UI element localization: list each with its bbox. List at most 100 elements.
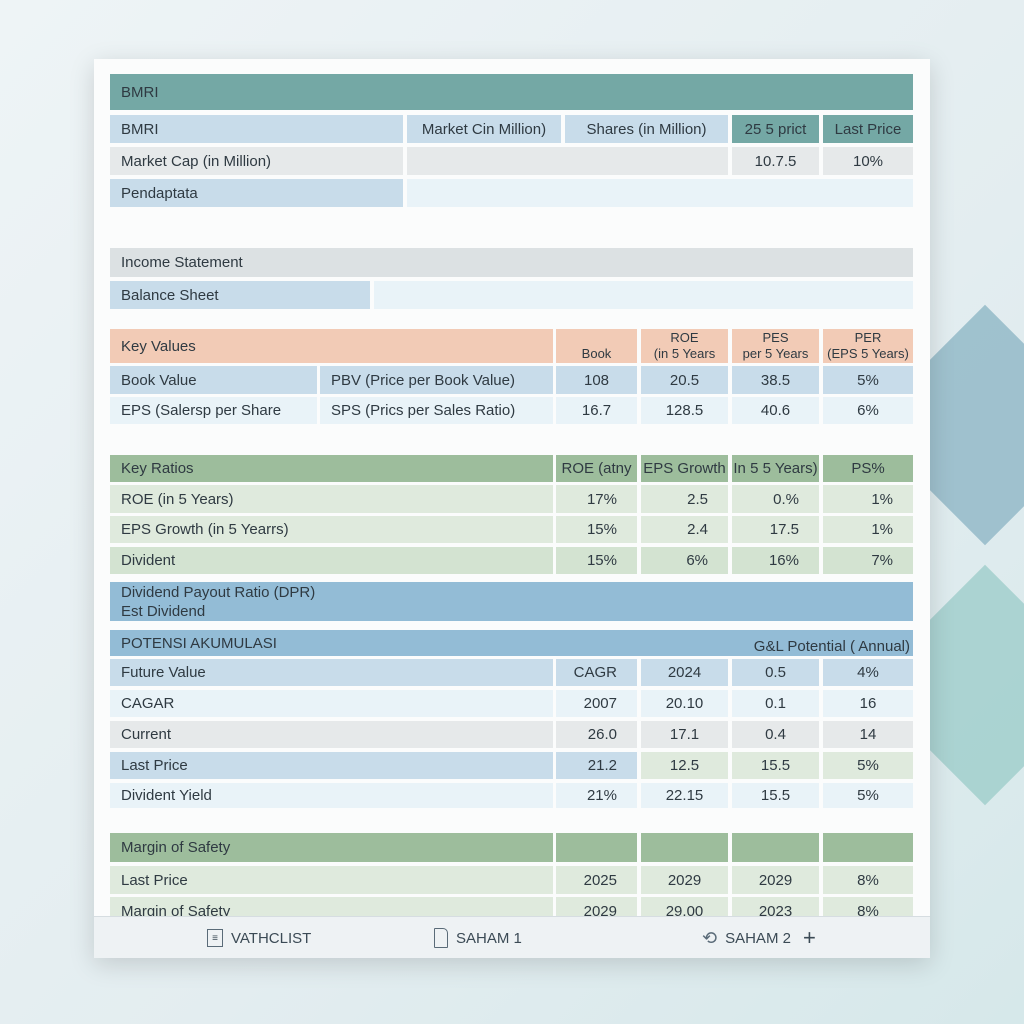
table-cell[interactable]: 5% xyxy=(823,752,913,779)
row-label[interactable]: Divident xyxy=(110,547,553,574)
table-cell[interactable]: 2.4 xyxy=(641,516,728,543)
table-cell[interactable]: 7% xyxy=(823,547,913,574)
table-cell[interactable]: 15.5 xyxy=(732,783,819,808)
dividend-label: Dividend Payout Ratio (DPR) xyxy=(121,583,316,601)
table-cell[interactable]: 15% xyxy=(556,547,637,574)
table-cell[interactable]: 20.10 xyxy=(641,690,728,717)
table-cell[interactable]: 16% xyxy=(732,547,819,574)
row-label[interactable]: Market Cap (in Million) xyxy=(110,147,403,175)
dividend-label: Est Dividend xyxy=(121,602,206,620)
table-cell[interactable]: 2007 xyxy=(556,690,637,717)
table-cell[interactable]: 2024 xyxy=(641,659,728,686)
row-label[interactable]: ROE (in 5 Years) xyxy=(110,485,553,513)
tab-label: VATHCLIST xyxy=(231,929,312,947)
table-cell[interactable]: 17.5 xyxy=(732,516,819,543)
table-cell[interactable]: 0.1 xyxy=(732,690,819,717)
section-header: BMRI xyxy=(110,74,913,110)
table-cell[interactable]: 2029 xyxy=(641,866,728,894)
table-cell[interactable]: 108 xyxy=(556,366,637,394)
dividend-header[interactable]: Dividend Payout Ratio (DPR) Est Dividend xyxy=(110,582,913,621)
tab-saham-2[interactable]: ⟲ SAHAM 2 + xyxy=(702,925,816,951)
table-cell[interactable]: 17% xyxy=(556,485,637,513)
section-header: Key Values xyxy=(110,329,553,363)
table-cell[interactable] xyxy=(407,179,913,207)
table-cell[interactable]: 0.5 xyxy=(732,659,819,686)
table-cell[interactable]: 16.7 xyxy=(556,397,637,424)
table-cell[interactable]: 128.5 xyxy=(641,397,728,424)
income-statement-row[interactable]: Income Statement xyxy=(110,248,913,277)
column-header xyxy=(732,833,819,862)
table-cell[interactable]: 0.4 xyxy=(732,721,819,748)
row-label[interactable]: Future Value xyxy=(110,659,553,686)
row-label[interactable]: PBV (Price per Book Value) xyxy=(320,366,553,394)
table-cell[interactable]: Shares (in Million) xyxy=(565,115,728,143)
table-cell[interactable]: 15.5 xyxy=(732,752,819,779)
table-cell[interactable]: 14 xyxy=(823,721,913,748)
table-cell[interactable]: 40.6 xyxy=(732,397,819,424)
column-header: ROE (atny xyxy=(556,455,637,482)
tab-watchlist[interactable]: ≡ VATHCLIST xyxy=(207,929,311,947)
column-header: EPS Growth xyxy=(641,455,728,482)
table-cell[interactable]: 26.0 xyxy=(556,721,637,748)
table-cell[interactable]: 38.5 xyxy=(732,366,819,394)
row-label[interactable]: Last Price xyxy=(110,866,553,894)
header-line: PES xyxy=(762,330,789,345)
table-cell[interactable] xyxy=(407,147,728,175)
column-header: In 5 5 Years) xyxy=(732,455,819,482)
stock-sheet: BMRI BMRI Market Cin Million) Shares (in Mi… xyxy=(94,59,930,958)
refresh-document-icon: ⟲ xyxy=(702,927,718,948)
table-cell[interactable]: 8% xyxy=(823,866,913,894)
row-label[interactable]: EPS Growth (in 5 Yearrs) xyxy=(110,516,553,543)
column-header xyxy=(641,833,728,862)
table-cell[interactable]: 20.5 xyxy=(641,366,728,394)
table-cell[interactable]: 2029 xyxy=(732,866,819,894)
table-cell[interactable]: 1% xyxy=(823,485,913,513)
table-cell[interactable]: 10% xyxy=(823,147,913,175)
header-line: Book xyxy=(581,346,612,361)
table-cell[interactable]: Market Cin Million) xyxy=(407,115,561,143)
row-label[interactable]: Pendaptata xyxy=(110,179,403,207)
table-cell[interactable]: 12.5 xyxy=(641,752,728,779)
row-label[interactable]: EPS (Salersp per Share xyxy=(110,397,317,424)
table-cell[interactable]: 21% xyxy=(556,783,637,808)
tab-label: SAHAM 1 xyxy=(456,929,522,947)
row-label[interactable]: Last Price xyxy=(110,752,553,779)
table-cell[interactable]: 4% xyxy=(823,659,913,686)
row-label[interactable]: SPS (Prics per Sales Ratio) xyxy=(320,397,553,424)
table-cell[interactable] xyxy=(374,281,913,309)
row-label[interactable]: Book Value xyxy=(110,366,317,394)
row-label[interactable]: Current xyxy=(110,721,553,748)
table-cell[interactable]: 5% xyxy=(823,783,913,808)
table-cell[interactable]: Last Price xyxy=(823,115,913,143)
table-cell[interactable]: 6% xyxy=(641,547,728,574)
table-cell[interactable]: 2.5 xyxy=(641,485,728,513)
document-icon xyxy=(434,928,448,948)
table-cell[interactable]: BMRI xyxy=(110,115,403,143)
column-header: PES per 5 Years xyxy=(732,329,819,363)
tab-saham-1[interactable]: SAHAM 1 xyxy=(434,928,522,948)
balance-sheet-row[interactable]: Balance Sheet xyxy=(110,281,370,309)
table-cell[interactable]: CAGR xyxy=(556,659,637,686)
table-cell[interactable]: 6% xyxy=(823,397,913,424)
table-cell[interactable]: 5% xyxy=(823,366,913,394)
table-cell[interactable]: 21.2 xyxy=(556,752,637,779)
add-tab-button[interactable]: + xyxy=(802,925,816,950)
row-label[interactable]: CAGAR xyxy=(110,690,553,717)
table-cell[interactable]: 15% xyxy=(556,516,637,543)
row-label[interactable]: Divident Yield xyxy=(110,783,553,808)
table-cell[interactable]: 0.% xyxy=(732,485,819,513)
table-cell[interactable]: 1% xyxy=(823,516,913,543)
tab-label: SAHAM 2 xyxy=(725,929,791,947)
header-line: per 5 Years xyxy=(742,346,809,361)
table-cell[interactable]: 22.15 xyxy=(641,783,728,808)
column-header: PS% xyxy=(823,455,913,482)
section-subtitle: G&L Potential ( Annual) xyxy=(753,637,910,655)
table-cell[interactable]: 16 xyxy=(823,690,913,717)
section-title: POTENSI AKUMULASI xyxy=(121,634,277,652)
column-header: Book xyxy=(556,329,637,363)
table-cell[interactable]: 10.7.5 xyxy=(732,147,819,175)
table-cell[interactable]: 17.1 xyxy=(641,721,728,748)
table-cell[interactable]: 25 5 prict xyxy=(732,115,819,143)
table-cell[interactable]: 2025 xyxy=(556,866,637,894)
column-header: PER (EPS 5 Years) xyxy=(823,329,913,363)
